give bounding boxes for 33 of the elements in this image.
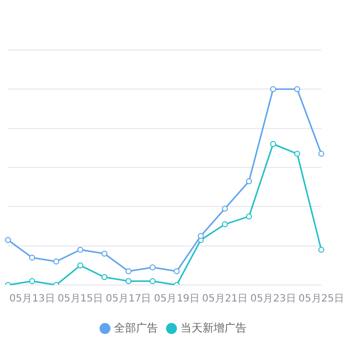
point — [5, 236, 11, 243]
x-tick-label: 05月19日 — [154, 294, 200, 305]
point — [77, 262, 84, 268]
point — [318, 150, 324, 157]
point — [150, 264, 156, 270]
point — [101, 250, 108, 257]
x-tick-label: 05月13日 — [9, 294, 55, 305]
point — [77, 246, 84, 253]
point — [294, 150, 300, 157]
point — [29, 254, 36, 261]
legend-label: 当天新增广告 — [180, 321, 246, 334]
point — [270, 86, 276, 92]
point — [246, 178, 252, 184]
x-tick-label: 05月23日 — [250, 294, 296, 305]
point — [318, 246, 324, 253]
point — [222, 206, 228, 212]
legend-label: 全部广告 — [114, 321, 158, 334]
point — [29, 278, 36, 284]
point — [270, 141, 276, 147]
x-tick-label: 05月21日 — [202, 294, 248, 305]
point — [125, 278, 132, 284]
point — [125, 268, 132, 274]
point — [222, 221, 228, 228]
point — [294, 86, 300, 92]
point — [246, 213, 252, 220]
x-tick-label: 05月25日 — [298, 294, 344, 305]
x-tick-label: 05月15日 — [58, 294, 104, 305]
point — [174, 268, 180, 274]
point — [150, 278, 156, 284]
x-tick-label: 05月17日 — [106, 294, 152, 305]
point — [53, 258, 60, 264]
point — [198, 233, 204, 240]
point — [101, 274, 108, 280]
